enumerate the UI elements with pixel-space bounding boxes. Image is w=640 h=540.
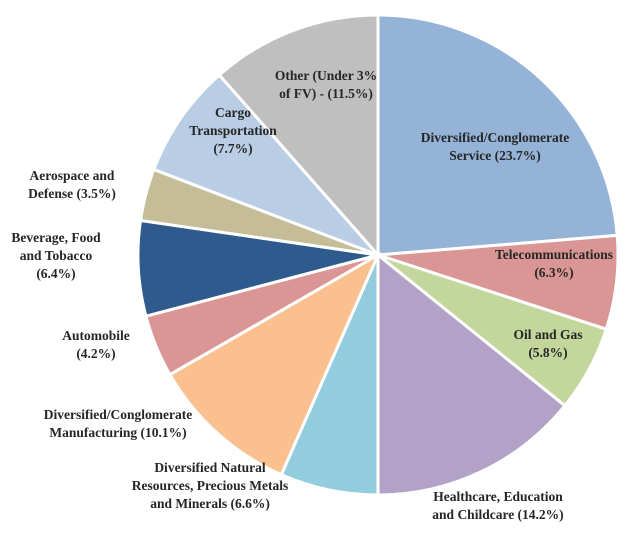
slice-label-line: Defense (3.5%) [28, 186, 116, 201]
slice-label-line: and Childcare (14.2%) [432, 507, 563, 522]
slice-label-line: (6.3%) [534, 265, 573, 280]
slice-label-line: (7.7%) [213, 141, 252, 156]
pie-slices [136, 13, 620, 497]
slice-label-7: Beverage, Food and Tobacco (6.4%) [11, 230, 101, 281]
pie-slice-9 [151, 72, 380, 257]
slice-label-1: Telecommunications (6.3%) [495, 247, 613, 280]
slice-label-line: Telecommunications [495, 247, 613, 262]
slice-label-6: Automobile (4.2%) [62, 328, 130, 361]
slice-label-line: (6.4%) [36, 266, 75, 281]
slice-label-line: Automobile [62, 328, 130, 343]
slice-label-line: Other (Under 3% [275, 68, 377, 83]
slice-label-line: Diversified/Conglomerate [421, 130, 569, 145]
slice-label-5: Diversified/Conglomerate Manufacturing (1… [44, 407, 192, 440]
slice-label-line: Transportation [189, 123, 277, 138]
slice-label-line: Cargo [215, 105, 251, 120]
slice-label-4: Diversified Natural Resources, Precious M… [132, 460, 289, 511]
slice-label-line: Healthcare, Education [433, 489, 563, 504]
slice-label-line: Resources, Precious Metals [132, 478, 289, 493]
slice-label-2: Oil and Gas (5.8%) [513, 327, 582, 360]
slice-label-line: Diversified Natural [154, 460, 266, 475]
pie-slice-0 [376, 13, 619, 257]
slice-label-line: Diversified/Conglomerate [44, 407, 192, 422]
slice-label-line: Aerospace and [30, 168, 115, 183]
slice-label-line: of FV) - (11.5%) [279, 86, 373, 101]
slice-label-10: Other (Under 3% of FV) - (11.5%) [275, 68, 377, 101]
slice-label-line: Manufacturing (10.1%) [49, 425, 186, 440]
slice-label-0: Diversified/Conglomerate Service (23.7%) [421, 130, 569, 163]
slice-label-line: Beverage, Food [11, 230, 101, 245]
slice-label-line: Oil and Gas [513, 327, 582, 342]
slice-label-9: Cargo Transportation (7.7%) [189, 105, 277, 156]
slice-label-3: Healthcare, Education and Childcare (14.2… [432, 489, 563, 522]
pie-slice-10 [217, 13, 380, 259]
pie-labels: Diversified/Conglomerate Service (23.7%) T… [11, 68, 613, 522]
slice-label-line: and Minerals (6.6%) [150, 496, 270, 511]
slice-label-line: (4.2%) [76, 346, 115, 361]
pie-slice-3 [376, 251, 567, 497]
pie-slice-5 [167, 251, 382, 477]
slice-label-line: and Tobacco [20, 248, 93, 263]
slice-label-line: Service (23.7%) [449, 148, 540, 163]
slice-label-8: Aerospace and Defense (3.5%) [28, 168, 116, 201]
slice-label-line: (5.8%) [528, 345, 567, 360]
